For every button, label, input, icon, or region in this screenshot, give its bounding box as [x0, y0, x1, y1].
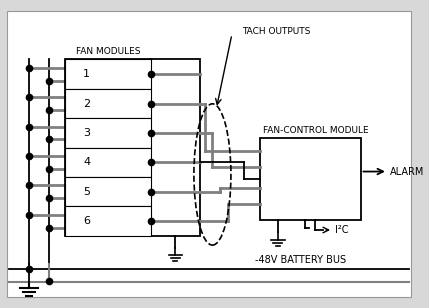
Bar [65, 148, 151, 177]
Text: FAN-CONTROL MODULE: FAN-CONTROL MODULE [263, 126, 369, 135]
Bar [65, 89, 151, 118]
Bar [65, 118, 151, 148]
Text: FAN MODULES: FAN MODULES [76, 47, 140, 55]
Text: 2: 2 [83, 99, 90, 109]
Text: 5: 5 [83, 187, 90, 197]
Bar [65, 59, 151, 89]
Text: TACH OUTPUTS: TACH OUTPUTS [242, 27, 310, 36]
Bar [151, 59, 200, 236]
Text: ALARM: ALARM [390, 167, 424, 176]
Bar [65, 206, 151, 236]
Text: 4: 4 [83, 157, 90, 167]
Text: I²C: I²C [335, 225, 348, 235]
Text: -48V BATTERY BUS: -48V BATTERY BUS [255, 255, 347, 265]
Bar [65, 177, 151, 206]
Text: 1: 1 [83, 69, 90, 79]
Bar [260, 138, 360, 220]
Text: 6: 6 [83, 216, 90, 226]
Bar [65, 59, 151, 236]
Text: 3: 3 [83, 128, 90, 138]
